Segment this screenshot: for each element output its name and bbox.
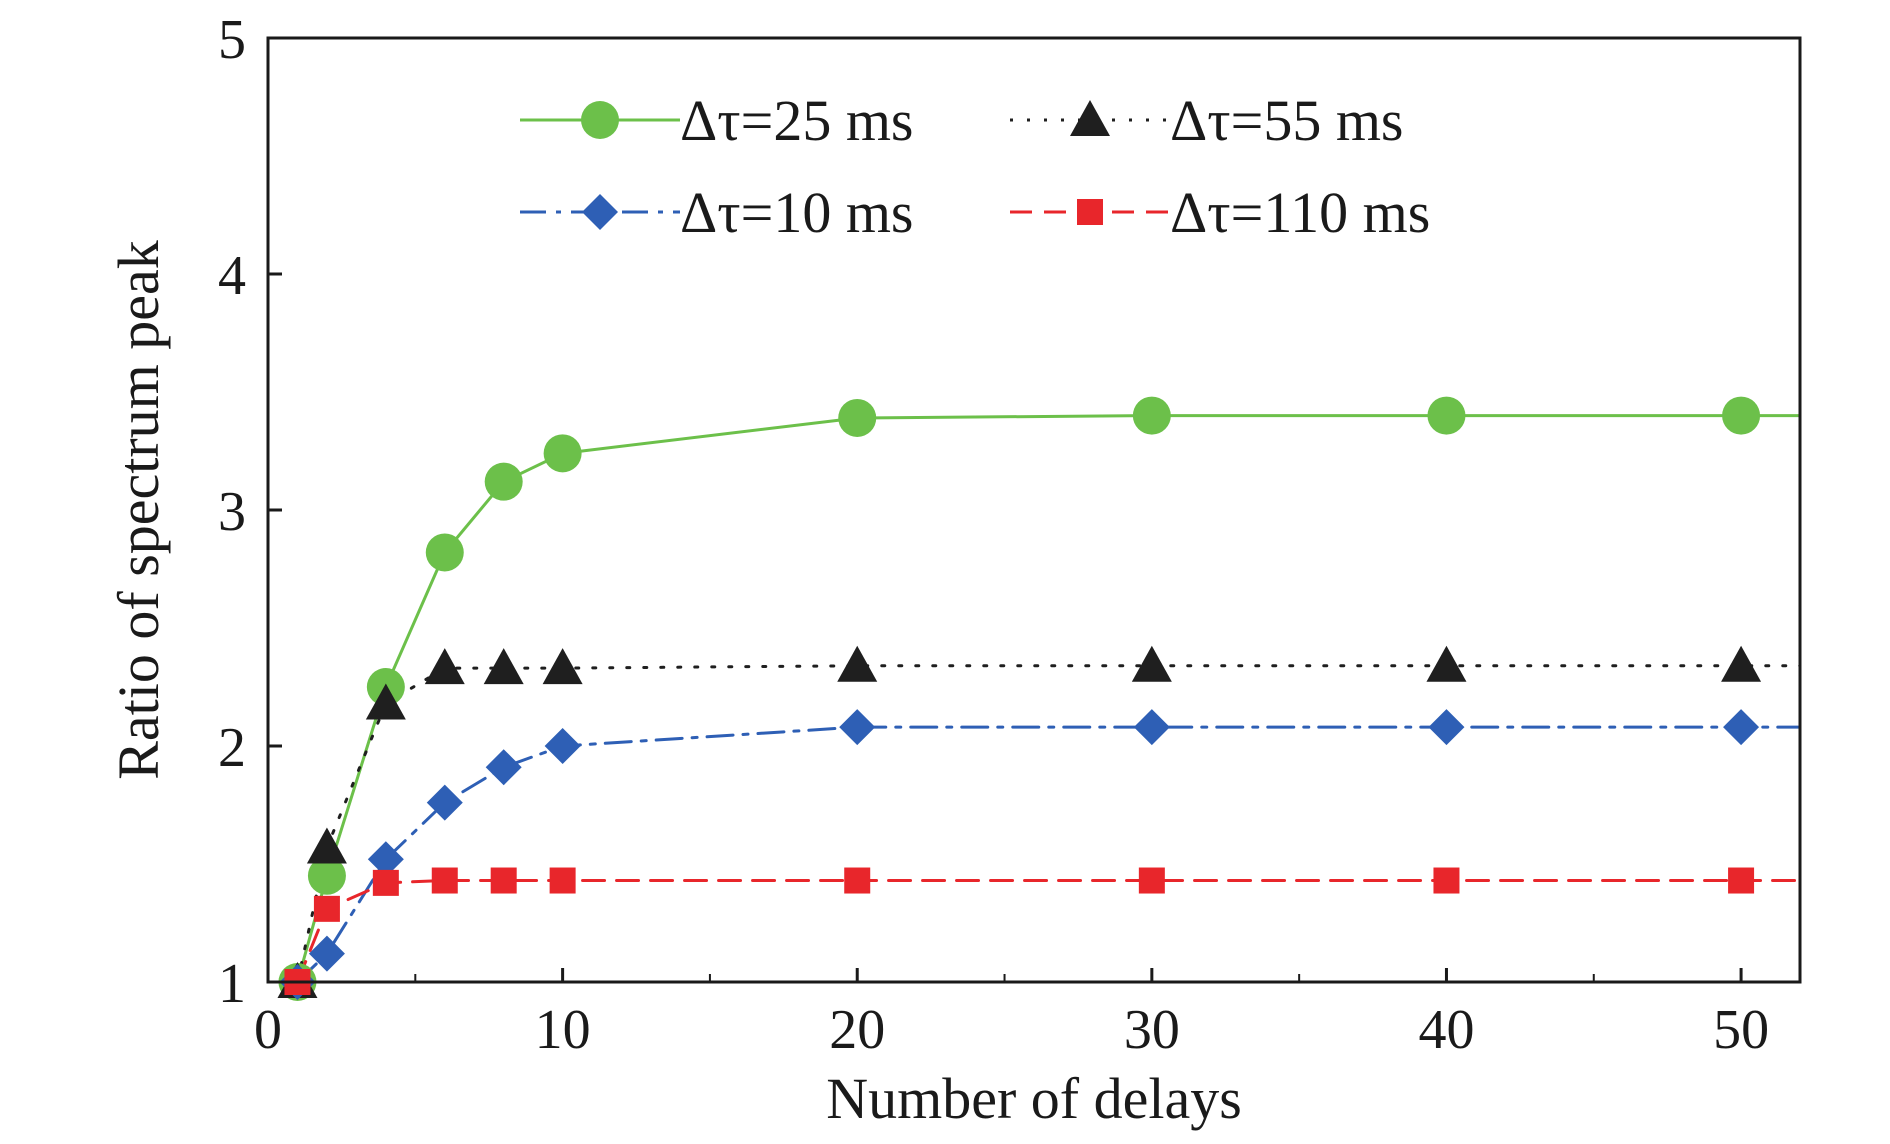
data-point-1-5 [542,648,583,685]
axis-ticks [266,36,1743,984]
y-tick-label: 5 [218,9,246,71]
y-axis-title: Ratio of spectrum peak [106,240,171,780]
data-point-3-2 [372,869,399,896]
data-point-2-5 [544,728,581,764]
data-point-2-4 [485,749,522,786]
x-tick-label: 40 [1418,999,1474,1061]
data-point-1-8 [1426,645,1467,682]
data-point-2-7 [1133,709,1170,746]
data-point-0-9 [1722,396,1761,435]
x-tick-label: 20 [829,999,885,1061]
x-tick-label: 10 [535,999,591,1061]
series-line-2 [295,725,1802,984]
data-point-3-3 [431,867,458,894]
legend-marker-1 [1070,100,1110,136]
legend-label-0: Δτ=25 ms [680,88,914,153]
series-markers [277,396,1762,1001]
data-point-3-1 [313,895,340,922]
series-line-3 [295,879,1802,984]
x-tick-label: 0 [254,999,282,1061]
data-point-1-6 [837,645,878,682]
data-point-1-2 [365,683,406,720]
data-point-3-4 [490,867,517,894]
data-point-2-1 [308,935,345,972]
data-point-2-9 [1723,709,1760,746]
legend-label-1: Δτ=55 ms [1170,88,1404,153]
series-line-0 [295,414,1802,984]
y-tick-label: 3 [218,481,246,543]
x-tick-label: 30 [1124,999,1180,1061]
y-tick-label: 4 [218,245,246,307]
data-point-2-3 [426,784,463,821]
data-point-2-6 [839,709,876,746]
data-point-0-7 [1132,396,1171,435]
legend: Δτ=25 ms Δτ=55 ms Δτ=10 ms Δτ=110 ms [520,88,1430,245]
data-point-1-1 [306,827,347,864]
data-point-2-8 [1428,709,1465,746]
data-point-1-4 [483,648,524,685]
series-line-1 [295,664,1802,984]
data-point-3-9 [1728,867,1755,894]
data-point-2-2 [367,841,404,878]
plot-area-frame [266,36,1802,984]
x-tick-label: 50 [1713,999,1769,1061]
data-point-1-7 [1131,645,1172,682]
series-lines [295,414,1802,984]
y-tick-label: 2 [218,717,246,779]
data-point-0-5 [543,434,582,473]
x-axis-title: Number of delays [826,1066,1242,1131]
legend-marker-2 [582,194,618,230]
legend-label-2: Δτ=10 ms [680,180,914,245]
data-point-0-8 [1427,396,1466,435]
axis-tick-labels: 0 10 20 30 40 50 1 2 3 4 5 [218,9,1769,1061]
legend-label-3: Δτ=110 ms [1170,180,1430,245]
data-point-3-6 [844,867,871,894]
data-point-3-8 [1433,867,1460,894]
data-point-0-6 [838,398,877,437]
data-point-1-9 [1721,645,1762,682]
data-point-3-5 [549,867,576,894]
data-point-1-3 [424,648,465,685]
y-tick-label: 1 [218,953,246,1015]
legend-marker-0 [581,101,619,139]
data-point-0-3 [425,533,464,572]
data-point-3-7 [1138,867,1165,894]
legend-marker-3 [1077,199,1103,225]
data-point-0-4 [484,462,523,501]
data-point-0-1 [307,856,346,895]
